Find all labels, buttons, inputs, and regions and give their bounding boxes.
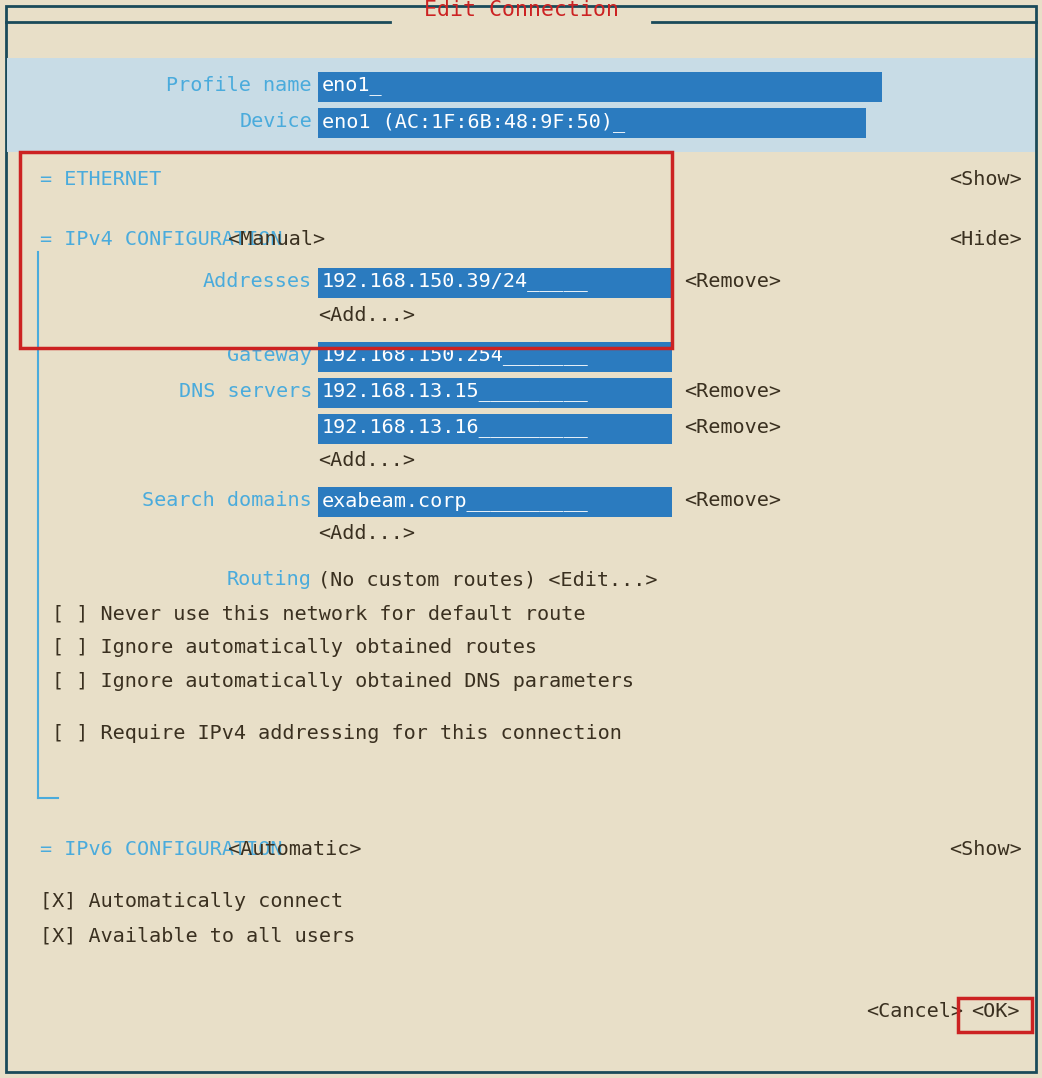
Text: Device: Device	[240, 112, 312, 132]
Text: <Show>: <Show>	[949, 170, 1022, 189]
Text: [ ] Ignore automatically obtained DNS parameters: [ ] Ignore automatically obtained DNS pa…	[52, 672, 634, 691]
Text: exabeam.corp__________: exabeam.corp__________	[322, 490, 589, 511]
Bar	[318, 414, 672, 444]
Text: <Remove>: <Remove>	[684, 490, 782, 510]
Text: Addresses: Addresses	[203, 272, 312, 291]
Text: (No custom routes) <Edit...>: (No custom routes) <Edit...>	[318, 570, 658, 589]
Text: = ETHERNET: = ETHERNET	[40, 170, 162, 189]
Text: eno1 (AC:1F:6B:48:9F:50)_: eno1 (AC:1F:6B:48:9F:50)_	[322, 112, 625, 132]
Bar	[318, 72, 882, 102]
Text: <Add...>: <Add...>	[318, 306, 415, 324]
Text: [X] Automatically connect: [X] Automatically connect	[40, 892, 343, 911]
Bar	[958, 998, 1032, 1032]
Bar	[7, 58, 1035, 152]
Text: <Remove>: <Remove>	[684, 272, 782, 291]
Text: 192.168.150.39/24_____: 192.168.150.39/24_____	[322, 272, 589, 291]
Bar	[20, 152, 672, 348]
Text: [ ] Never use this network for default route: [ ] Never use this network for default r…	[52, 604, 586, 623]
Text: <Show>: <Show>	[949, 840, 1022, 859]
Text: Routing: Routing	[227, 570, 312, 589]
Text: <Add...>: <Add...>	[318, 524, 415, 543]
Text: Profile name: Profile name	[167, 77, 312, 95]
Text: <Remove>: <Remove>	[684, 382, 782, 401]
Text: <Automatic>: <Automatic>	[216, 840, 362, 859]
Text: <Remove>: <Remove>	[684, 418, 782, 437]
Text: Edit Connection: Edit Connection	[423, 0, 619, 20]
Text: <Cancel>: <Cancel>	[866, 1001, 963, 1021]
Text: [ ] Require IPv4 addressing for this connection: [ ] Require IPv4 addressing for this con…	[52, 724, 622, 743]
Text: = IPv4 CONFIGURATION: = IPv4 CONFIGURATION	[40, 230, 282, 249]
Text: eno1_: eno1_	[322, 77, 382, 95]
Bar	[318, 487, 672, 517]
Bar	[318, 268, 672, 298]
Text: [X] Available to all users: [X] Available to all users	[40, 926, 355, 945]
Text: 192.168.13.16_________: 192.168.13.16_________	[322, 418, 589, 437]
Text: = IPv6 CONFIGURATION: = IPv6 CONFIGURATION	[40, 840, 282, 859]
Text: DNS servers: DNS servers	[178, 382, 312, 401]
Text: 192.168.150.254_______: 192.168.150.254_______	[322, 346, 589, 365]
Text: Gateway: Gateway	[227, 346, 312, 365]
Text: <OK>: <OK>	[971, 1001, 1019, 1021]
Bar	[318, 378, 672, 407]
Bar	[318, 108, 866, 138]
Text: <Hide>: <Hide>	[949, 230, 1022, 249]
Text: Search domains: Search domains	[143, 490, 312, 510]
Text: 192.168.13.15_________: 192.168.13.15_________	[322, 382, 589, 401]
Text: <Manual>: <Manual>	[216, 230, 325, 249]
Text: <Add...>: <Add...>	[318, 451, 415, 470]
Bar	[318, 342, 672, 372]
Text: [ ] Ignore automatically obtained routes: [ ] Ignore automatically obtained routes	[52, 638, 537, 657]
